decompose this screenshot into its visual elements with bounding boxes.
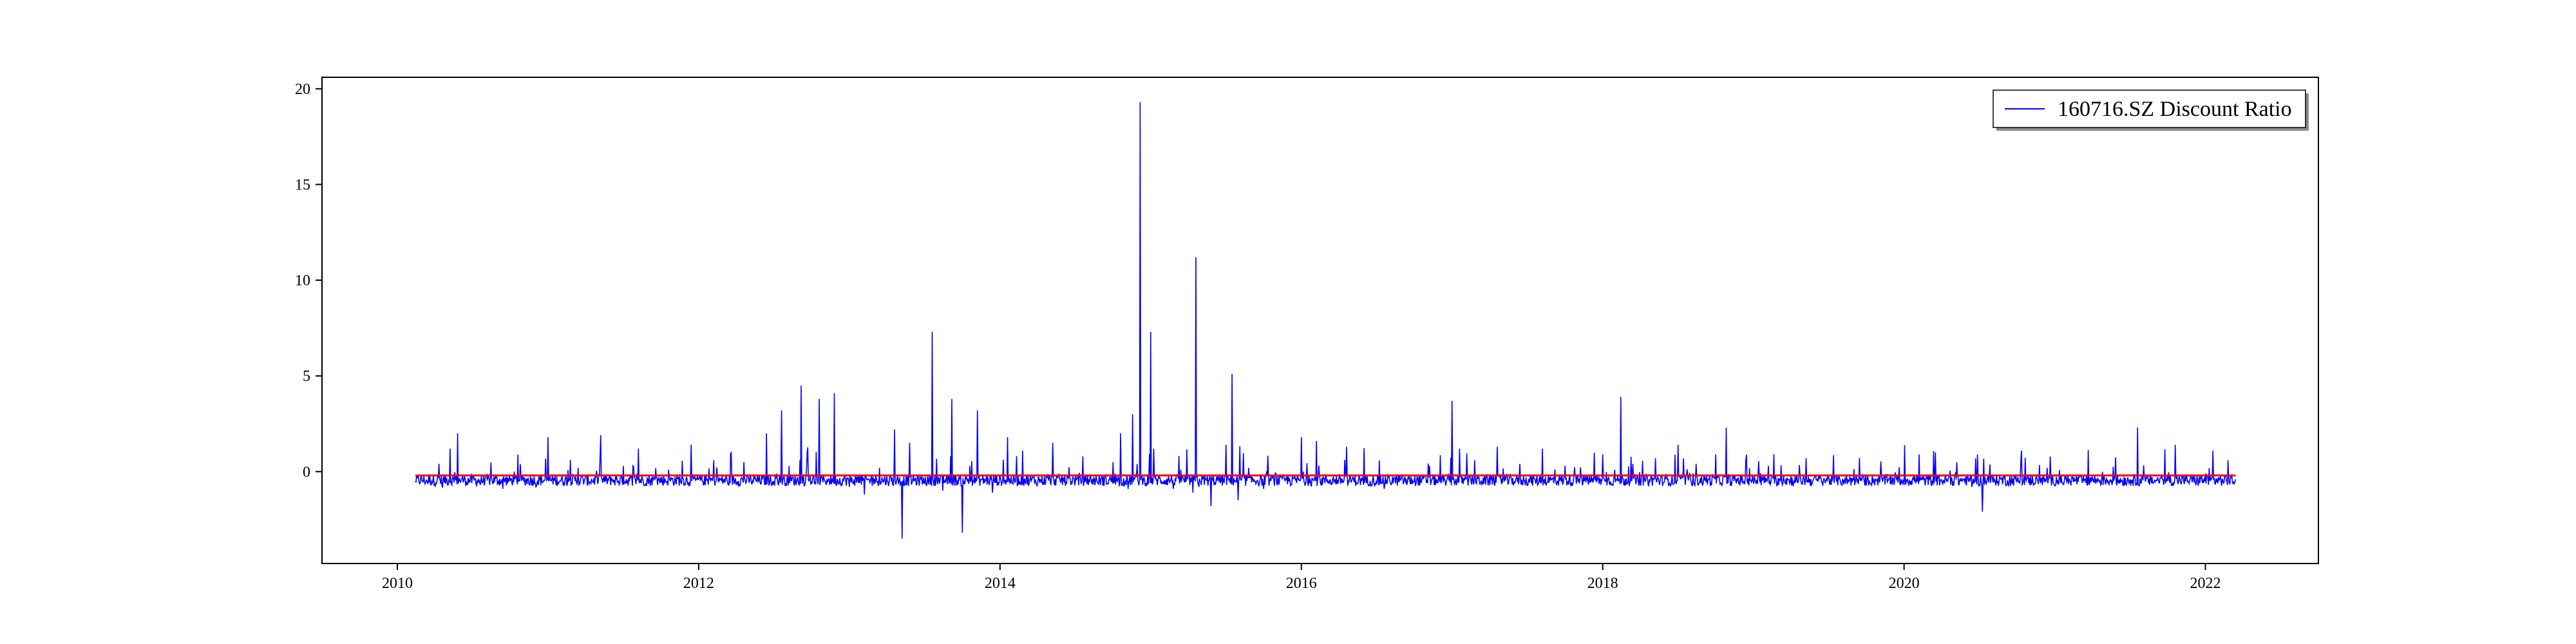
x-tick-label: 2022 [2190, 575, 2221, 592]
y-tick-label: 0 [303, 464, 310, 480]
x-tick-label: 2016 [1286, 575, 1317, 592]
plot-frame [321, 77, 2319, 564]
series-layer [415, 102, 2237, 539]
legend-box [1993, 90, 2306, 128]
axes-layer: 2010 2012 2014 2016 2018 2020 2022 0 5 10 15 20 [295, 77, 2319, 592]
legend: 160716.SZ Discount Ratio [1993, 90, 2309, 131]
series-line [415, 102, 2237, 539]
y-tick-label: 5 [303, 368, 310, 385]
legend-label: 160716.SZ Discount Ratio [2058, 97, 2292, 121]
x-tick-label: 2010 [382, 575, 413, 592]
x-tick-label: 2014 [985, 575, 1016, 592]
y-tick-label: 15 [295, 176, 310, 193]
y-tick-label: 20 [295, 81, 310, 98]
x-tick-label: 2020 [1889, 575, 1920, 592]
x-tick-label: 2018 [1587, 575, 1618, 592]
x-tick-label: 2012 [683, 575, 714, 592]
y-tick-label: 10 [295, 272, 310, 289]
